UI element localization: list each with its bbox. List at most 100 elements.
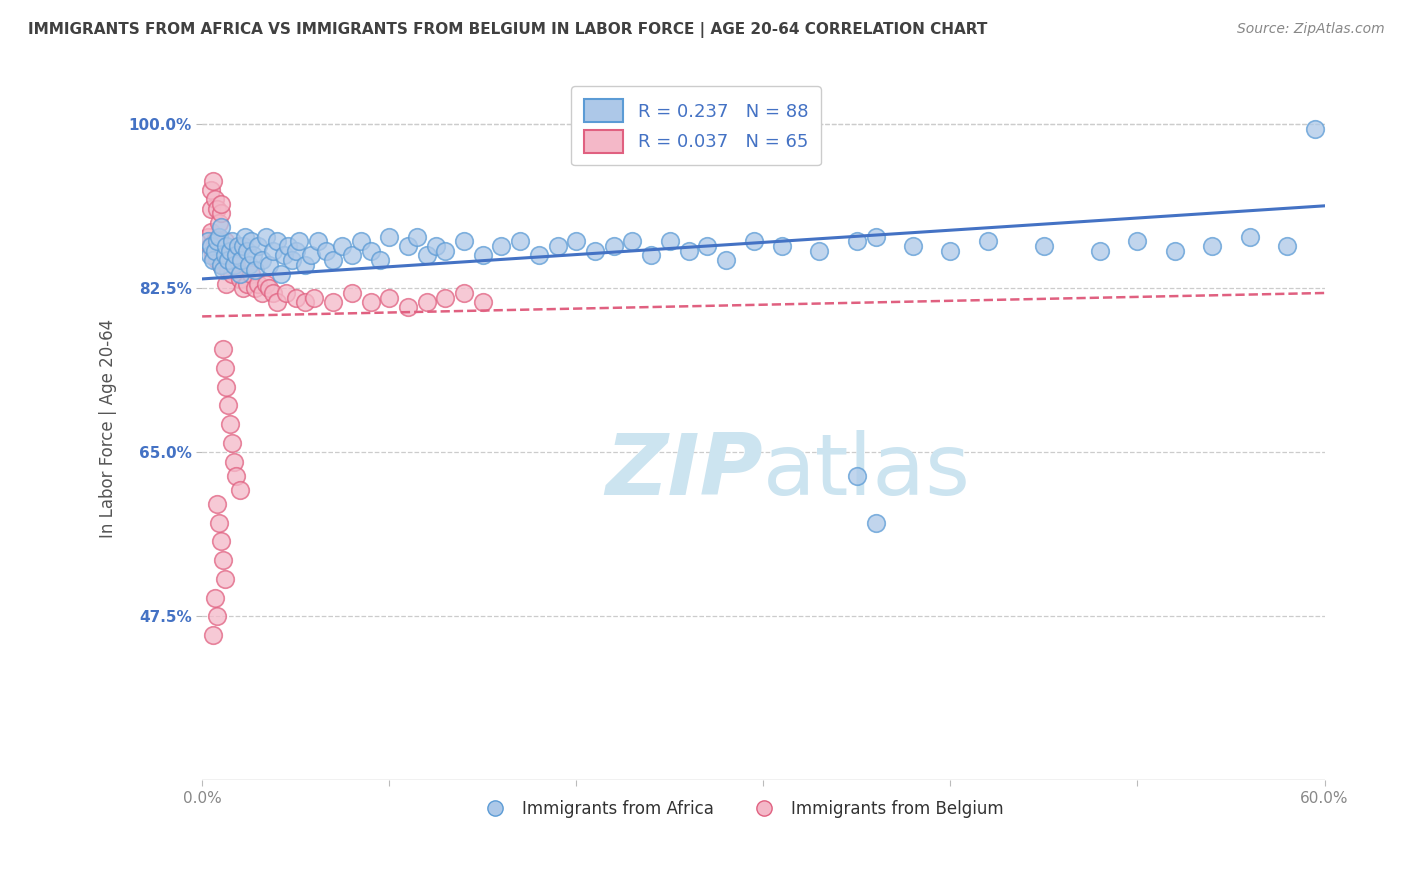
Point [299, 248, 322, 262]
Point [221, 267, 243, 281]
Point [315, 244, 337, 258]
Point [200, 225, 222, 239]
Point [378, 229, 401, 244]
Text: Source: ZipAtlas.com: Source: ZipAtlas.com [1237, 22, 1385, 37]
Point [200, 183, 222, 197]
Point [209, 258, 232, 272]
Point [221, 235, 243, 249]
Point [294, 258, 316, 272]
Point [322, 253, 344, 268]
Point [209, 206, 232, 220]
Point [208, 229, 231, 244]
Point [222, 455, 245, 469]
Point [202, 628, 225, 642]
Point [225, 468, 247, 483]
Point [491, 239, 513, 253]
Point [284, 244, 307, 258]
Point [205, 202, 228, 216]
Point [259, 281, 281, 295]
Point [228, 272, 250, 286]
Point [209, 239, 232, 253]
Point [304, 291, 326, 305]
Point [406, 229, 429, 244]
Point [276, 285, 298, 300]
Point [1088, 244, 1111, 258]
Point [322, 295, 344, 310]
Point [254, 277, 277, 291]
Point [205, 253, 228, 268]
Point [254, 229, 277, 244]
Legend: Immigrants from Africa, Immigrants from Belgium: Immigrants from Africa, Immigrants from … [472, 793, 1010, 825]
Point [202, 173, 225, 187]
Text: IMMIGRANTS FROM AFRICA VS IMMIGRANTS FROM BELGIUM IN LABOR FORCE | AGE 20-64 COR: IMMIGRANTS FROM AFRICA VS IMMIGRANTS FRO… [28, 22, 987, 38]
Point [198, 239, 221, 253]
Point [770, 239, 793, 253]
Point [396, 300, 419, 314]
Point [209, 534, 232, 549]
Point [211, 248, 233, 262]
Point [239, 235, 262, 249]
Text: ZIP: ZIP [606, 430, 763, 513]
Point [340, 248, 363, 262]
Point [845, 235, 868, 249]
Point [360, 244, 382, 258]
Point [378, 291, 401, 305]
Point [243, 262, 266, 277]
Point [288, 235, 311, 249]
Point [217, 262, 239, 277]
Point [225, 248, 247, 262]
Point [808, 244, 831, 258]
Point [266, 235, 288, 249]
Point [200, 239, 222, 253]
Point [977, 235, 1000, 249]
Point [214, 235, 236, 249]
Point [233, 229, 256, 244]
Point [678, 244, 700, 258]
Point [262, 244, 284, 258]
Point [205, 609, 228, 624]
Point [247, 277, 270, 291]
Point [865, 229, 887, 244]
Point [509, 235, 531, 249]
Point [214, 572, 236, 586]
Point [215, 239, 238, 253]
Point [200, 202, 222, 216]
Point [714, 253, 737, 268]
Point [226, 239, 249, 253]
Point [658, 235, 681, 249]
Point [527, 248, 550, 262]
Point [204, 192, 226, 206]
Point [273, 248, 295, 262]
Point [259, 258, 281, 272]
Point [939, 244, 962, 258]
Point [232, 239, 254, 253]
Point [243, 281, 266, 295]
Point [1126, 235, 1149, 249]
Point [453, 235, 475, 249]
Point [307, 235, 329, 249]
Point [434, 244, 457, 258]
Point [204, 235, 226, 249]
Point [211, 553, 233, 567]
Point [232, 281, 254, 295]
Point [270, 267, 292, 281]
Point [565, 235, 588, 249]
Point [547, 239, 569, 253]
Point [340, 285, 363, 300]
Point [332, 239, 354, 253]
Point [208, 244, 231, 258]
Point [281, 253, 304, 268]
Point [250, 285, 273, 300]
Point [231, 253, 253, 268]
Point [209, 220, 232, 235]
Point [221, 436, 243, 450]
Point [901, 239, 924, 253]
Point [845, 468, 868, 483]
Point [742, 235, 765, 249]
Point [219, 253, 242, 268]
Point [277, 239, 299, 253]
Point [205, 235, 228, 249]
Point [415, 295, 437, 310]
Point [1275, 239, 1298, 253]
Point [250, 253, 273, 268]
